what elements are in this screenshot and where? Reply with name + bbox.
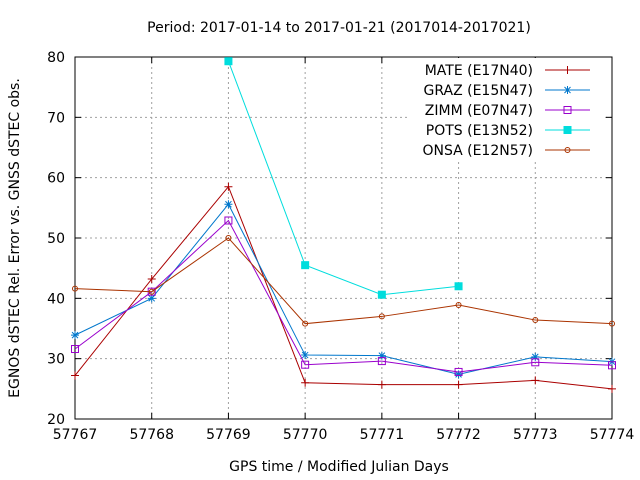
legend-label: POTS (E13N52) [426,123,533,139]
x-tick-label: 57768 [129,427,174,443]
series-group [71,57,616,393]
data-point-onsa [609,320,615,327]
y-tick-label: 60 [47,171,65,187]
legend-label: GRAZ (E15N47) [424,83,534,99]
x-tick-label: 57770 [283,427,328,443]
x-tick-label: 57767 [53,427,98,443]
data-point-graz [454,370,463,379]
series-pots [224,57,463,299]
data-point-onsa [378,313,385,320]
y-axis: 20 30 40 50 60 70 80 [47,50,612,428]
data-point-graz [377,351,386,360]
data-point-pots [301,261,310,270]
data-point-zimm [224,216,233,225]
series-onsa [72,235,615,327]
data-point-graz [71,331,79,340]
data-point-onsa [532,317,539,324]
legend-item-onsa: ONSA (E12N57) [422,143,590,159]
data-point-mate [71,371,79,380]
x-axis-label: GPS time / Modified Julian Days [229,459,449,475]
x-tick-label: 57771 [360,427,405,443]
data-point-graz [147,294,156,303]
series-line-mate [74,185,613,390]
x-tick-label: 57769 [206,427,251,443]
x-tick-label: 57774 [590,427,635,443]
data-point-pots [454,282,463,291]
data-point-graz [224,200,233,209]
y-tick-label: 70 [47,110,65,126]
legend-marker [564,147,571,153]
data-point-pots [224,57,233,66]
data-point-mate [608,384,616,393]
legend: MATE (E17N40) GRAZ (E15N47) ZIMM (E07N47) P… [422,63,590,159]
series-line-pots [227,61,459,296]
y-tick-label: 30 [47,352,65,368]
legend-marker [563,106,572,114]
y-axis-label: EGNOS dSTEC Rel. Error vs. GNSS dSTEC ob… [7,78,23,398]
y-tick-label: 80 [47,50,65,66]
data-point-mate [377,380,386,389]
data-point-zimm [454,367,463,376]
data-point-onsa [148,288,155,295]
data-point-mate [454,380,463,389]
data-point-onsa [455,301,462,308]
data-point-zimm [377,357,386,366]
legend-item-pots: POTS (E13N52) [426,123,590,139]
data-point-mate [224,182,233,191]
legend-item-graz: GRAZ (E15N47) [424,83,590,99]
legend-marker [563,66,572,74]
data-point-onsa [225,235,232,241]
data-point-mate [531,376,540,385]
data-point-zimm [301,360,310,369]
legend-label: ZIMM (E07N47) [425,103,533,119]
chart-title: Period: 2017-01-14 to 2017-01-21 (201701… [147,20,531,36]
data-point-pots [377,290,386,299]
data-point-zimm [608,361,616,370]
legend-item-mate: MATE (E17N40) [425,63,590,79]
data-point-mate [147,275,156,284]
legend-item-zimm: ZIMM (E07N47) [425,103,590,119]
data-point-zimm [71,345,79,354]
data-point-graz [531,352,540,361]
data-point-mate [301,378,310,387]
data-point-onsa [302,320,309,327]
x-tick-label: 57772 [436,427,481,443]
legend-marker [563,86,572,94]
legend-label: MATE (E17N40) [425,63,533,79]
series-line-onsa [74,237,613,325]
y-tick-label: 20 [47,412,65,428]
y-tick-label: 50 [47,231,65,247]
data-point-zimm [531,358,540,367]
x-axis: 57767 57768 57769 57770 57771 57772 57773 57774 [53,57,635,443]
y-tick-label: 40 [47,291,65,307]
legend-label: ONSA (E12N57) [422,143,533,159]
legend-marker [563,126,572,134]
series-line-zimm [74,219,613,373]
data-point-graz [301,351,310,360]
data-point-onsa [72,285,78,292]
series-mate [71,182,616,393]
x-tick-label: 57773 [513,427,558,443]
